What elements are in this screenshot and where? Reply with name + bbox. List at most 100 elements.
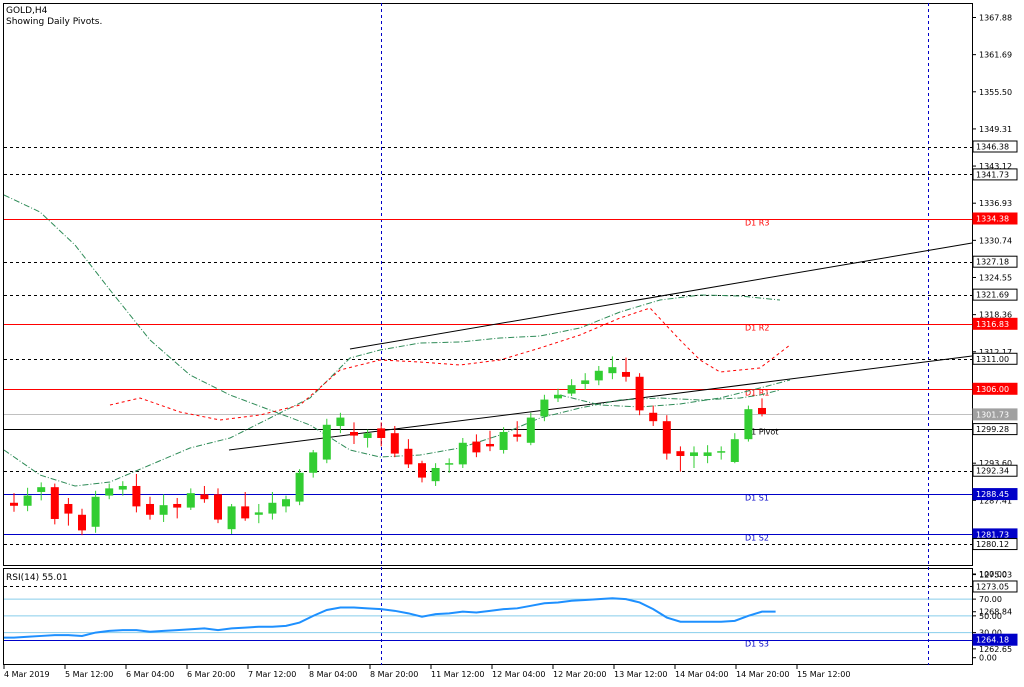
bullish-candle[interactable] — [458, 442, 467, 465]
bearish-candle[interactable] — [241, 506, 250, 519]
bearish-candle[interactable] — [390, 433, 399, 454]
pivot-line-label: D1 S3 — [745, 640, 769, 649]
bullish-candle[interactable] — [567, 385, 576, 394]
channel-upper-trendline[interactable] — [349, 242, 973, 350]
bearish-candle[interactable] — [377, 428, 386, 438]
bullish-candle[interactable] — [23, 495, 32, 506]
time-axis-label: 12 Mar 20:00 — [553, 670, 606, 679]
rsi-indicator-label: RSI(14) 55.01 — [6, 573, 68, 583]
price-level-tag — [972, 317, 1018, 330]
price-axis-tick-label: 1275.03 — [979, 571, 1012, 580]
time-axis-label: 11 Mar 12:00 — [431, 670, 484, 679]
price-level-tag — [972, 580, 1018, 593]
bullish-candle[interactable] — [703, 452, 712, 456]
bullish-candle[interactable] — [105, 488, 114, 496]
bullish-candle[interactable] — [540, 399, 549, 417]
pivot-line-label: D1 S2 — [745, 534, 769, 543]
bullish-candle[interactable] — [581, 380, 590, 384]
pivot-line-label: D1 R1 — [745, 389, 769, 398]
bearish-candle[interactable] — [146, 503, 154, 515]
price-axis-tick-label: 1287.41 — [979, 496, 1012, 505]
pivot-line-label: D1 S1 — [745, 494, 769, 503]
bullish-candle[interactable] — [37, 487, 46, 492]
price-level-tag — [972, 288, 1018, 301]
bullish-candle[interactable] — [186, 493, 195, 508]
bullish-candle[interactable] — [594, 370, 603, 381]
price-axis-tick-label: 1336.93 — [979, 199, 1012, 208]
bearish-candle[interactable] — [513, 434, 522, 437]
channel-lower-trendline[interactable] — [228, 355, 973, 451]
price-level-tag-label: 1306.00 — [976, 385, 1009, 394]
price-level-tag-label: 1311.00 — [976, 355, 1009, 364]
bullish-candle[interactable] — [309, 452, 318, 473]
bullish-candle[interactable] — [717, 451, 726, 453]
price-level-tag-label: 1334.38 — [976, 215, 1009, 224]
bullish-candle[interactable] — [744, 409, 753, 440]
price-axis-tick-label: 1262.65 — [979, 645, 1012, 654]
bearish-candle[interactable] — [10, 502, 18, 506]
bearish-candle[interactable] — [78, 514, 86, 531]
bullish-candle[interactable] — [554, 394, 562, 399]
bearish-candle[interactable] — [635, 376, 644, 411]
price-level-tag-label: 1292.34 — [976, 467, 1009, 476]
price-level-tag-label: 1301.73 — [976, 410, 1009, 419]
rsi-axis-label: 30.00 — [979, 629, 1002, 638]
time-axis-label: 15 Mar 12:00 — [797, 670, 850, 679]
price-level-tag — [972, 140, 1018, 153]
price-level-tag-label: 1299.28 — [976, 425, 1009, 434]
bearish-candle[interactable] — [649, 412, 658, 422]
bearish-candle[interactable] — [350, 431, 358, 436]
bearish-candle[interactable] — [486, 443, 494, 447]
bullish-candle[interactable] — [336, 417, 345, 426]
bullish-candle[interactable] — [730, 439, 739, 462]
bullish-candle[interactable] — [227, 506, 236, 530]
price-level-tag — [972, 408, 1018, 421]
price-level-tag-label: 1346.38 — [976, 143, 1009, 152]
price-axis-tick-label: 1343.12 — [979, 162, 1012, 171]
bearish-candle[interactable] — [418, 463, 426, 478]
bullish-candle[interactable] — [322, 424, 331, 460]
price-axis-tick-label: 1293.60 — [979, 459, 1012, 468]
moving-average-lower — [559, 379, 791, 408]
bullish-candle[interactable] — [499, 431, 508, 450]
bullish-candle[interactable] — [254, 512, 263, 515]
bearish-candle[interactable] — [64, 503, 73, 514]
price-level-tag — [972, 255, 1018, 268]
bearish-candle[interactable] — [200, 494, 209, 500]
bearish-candle[interactable] — [132, 485, 141, 507]
time-axis-label: 13 Mar 12:00 — [614, 670, 667, 679]
bullish-candle[interactable] — [526, 417, 535, 443]
bearish-candle[interactable] — [622, 371, 630, 377]
bearish-candle[interactable] — [173, 503, 182, 508]
bearish-candle[interactable] — [758, 407, 766, 414]
bearish-candle[interactable] — [404, 448, 413, 465]
bullish-candle[interactable] — [268, 502, 277, 514]
bullish-candle[interactable] — [445, 463, 454, 465]
bullish-candle[interactable] — [363, 433, 372, 438]
rsi-axis-label: 100.00 — [979, 570, 1007, 579]
price-level-tag — [972, 168, 1018, 181]
price-level-tag — [972, 633, 1018, 646]
bullish-candle[interactable] — [431, 467, 440, 482]
bullish-candle[interactable] — [295, 472, 304, 502]
time-axis-label: 12 Mar 04:00 — [492, 670, 545, 679]
bullish-candle[interactable] — [159, 505, 168, 515]
bullish-candle[interactable] — [118, 485, 127, 490]
bearish-candle[interactable] — [662, 421, 671, 454]
bearish-candle[interactable] — [50, 487, 59, 519]
bullish-candle[interactable] — [690, 452, 698, 456]
bullish-candle[interactable] — [91, 496, 100, 527]
price-trail-line — [109, 307, 791, 421]
rsi-axis-label: 70.00 — [979, 595, 1002, 604]
bearish-candle[interactable] — [214, 494, 222, 520]
bearish-candle[interactable] — [472, 441, 481, 453]
time-axis-label: 8 Mar 20:00 — [370, 670, 418, 679]
bearish-candle[interactable] — [676, 451, 685, 456]
price-level-tag-label: 1264.18 — [976, 636, 1009, 645]
price-level-tag — [972, 382, 1018, 395]
bullish-candle[interactable] — [282, 499, 290, 507]
bullish-candle[interactable] — [608, 367, 617, 374]
time-axis-label: 14 Mar 04:00 — [675, 670, 728, 679]
